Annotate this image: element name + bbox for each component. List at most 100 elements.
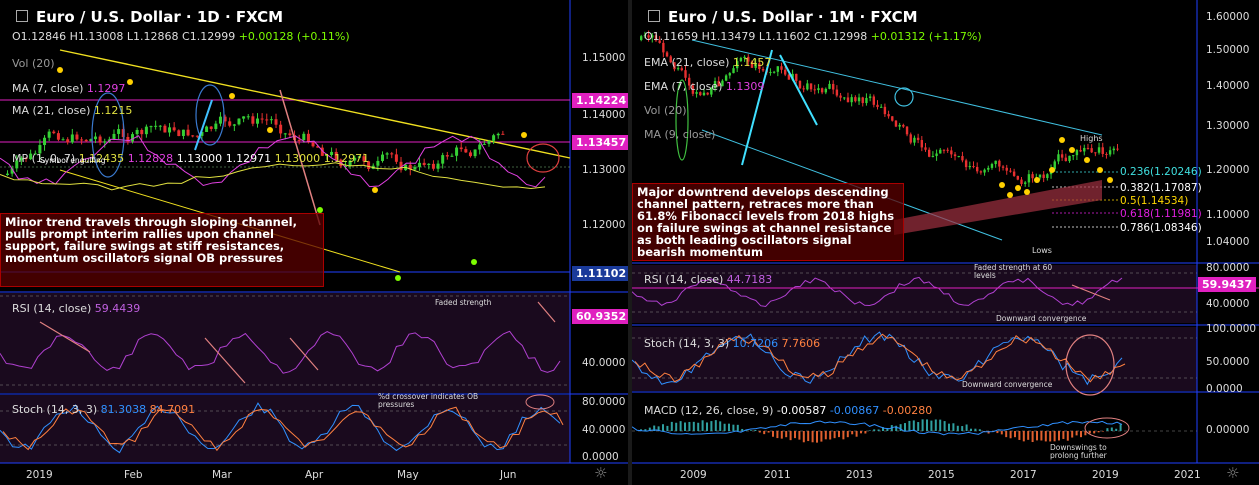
candle-body xyxy=(121,129,125,137)
gear-icon[interactable]: ☼ xyxy=(594,464,608,482)
candle-body xyxy=(1083,147,1086,152)
ma21-indicator[interactable]: MA (21, close) 1.1215 xyxy=(12,104,132,117)
candle-body xyxy=(237,118,241,125)
gear-icon[interactable]: ☼ xyxy=(1226,464,1240,482)
candle-body xyxy=(1027,174,1031,183)
macd-histogram-bar xyxy=(767,431,770,433)
candle-body xyxy=(843,97,846,99)
candle-body xyxy=(673,62,676,70)
candle-body xyxy=(205,126,209,132)
macd-histogram-bar xyxy=(1084,431,1087,436)
candle-body xyxy=(758,63,761,70)
candle-body xyxy=(228,121,232,126)
collapse-icon[interactable] xyxy=(16,9,28,22)
macd-indicator[interactable]: MACD (12, 26, close, 9) -0.00587 -0.0086… xyxy=(644,404,932,417)
macd-histogram-bar xyxy=(996,431,999,434)
candle-body xyxy=(1042,174,1045,178)
stoch-k-value: 10.7206 xyxy=(732,337,779,350)
candle-body xyxy=(680,68,684,71)
stoch-k-value: 81.3038 xyxy=(100,403,147,416)
macd-histogram-bar xyxy=(1097,431,1100,433)
daily-chart-title: Euro / U.S. Dollar · 1D · FXCM xyxy=(16,8,283,26)
macd-line xyxy=(632,420,1123,436)
macd-histogram-bar xyxy=(1106,428,1109,431)
highlight-ellipse xyxy=(91,92,125,178)
candle-body xyxy=(468,152,472,157)
candle-body xyxy=(931,155,935,157)
macd-value: -0.00587 xyxy=(776,404,827,417)
signal-dot xyxy=(267,127,273,133)
candle-body xyxy=(865,97,868,104)
ema21-indicator[interactable]: EMA (21, close) 1.1457 xyxy=(644,56,771,69)
candle-body xyxy=(311,142,315,147)
rsi-line xyxy=(632,276,1123,308)
macd-histogram-bar xyxy=(956,425,959,431)
candle-body xyxy=(972,166,975,168)
candle-body xyxy=(942,149,946,151)
signal-dot xyxy=(229,93,235,99)
daily-chart-panel[interactable]: Euro / U.S. Dollar · 1D · FXCM O1.12846 … xyxy=(0,0,628,485)
macd-histogram-bar xyxy=(846,431,849,438)
rsi-arrow xyxy=(537,301,556,323)
mp-indicator[interactable]: MP (1, 0, 7) 1.12435 1.12828 1.13000 1.1… xyxy=(12,152,369,165)
ma7-indicator[interactable]: MA (7, close) 1.1297 xyxy=(12,82,125,95)
macd-histogram-bar xyxy=(1005,431,1008,438)
mp-value: 1.12971 xyxy=(225,152,272,165)
candle-body xyxy=(957,156,960,158)
collapse-icon[interactable] xyxy=(648,9,660,22)
stoch-indicator[interactable]: Stoch (14, 3, 3) 81.3038 84.7091 xyxy=(12,403,195,416)
price-tag-resistance-2: 1.13457 xyxy=(572,135,628,150)
macd-histogram-bar xyxy=(789,431,792,441)
signal-dot xyxy=(1069,147,1075,153)
rsi-indicator[interactable]: RSI (14, close) 59.4439 xyxy=(12,302,140,315)
candle-body xyxy=(780,66,783,70)
candle-body xyxy=(251,116,255,124)
macd-histogram-bar xyxy=(710,421,713,431)
candle-body xyxy=(422,162,426,165)
macd-histogram-bar xyxy=(692,421,695,431)
volume-indicator-label[interactable]: Vol (20) xyxy=(12,57,55,70)
candle-body xyxy=(52,131,56,134)
candle-body xyxy=(390,153,394,155)
signal-dot xyxy=(1024,189,1030,195)
candle-body xyxy=(353,157,357,161)
monthly-chart-panel[interactable]: Euro / U.S. Dollar · 1M · FXCM O1.11659 … xyxy=(632,0,1259,485)
low-value: L1.11602 xyxy=(758,30,811,43)
daily-commentary-box: Minor trend travels through sloping chan… xyxy=(0,213,324,287)
candle-body xyxy=(38,145,42,154)
ema7-indicator[interactable]: EMA (7, close) 1.1309 xyxy=(644,80,764,93)
rsi-indicator[interactable]: RSI (14, close) 44.7183 xyxy=(644,273,772,286)
candle-body xyxy=(802,88,805,90)
candle-body xyxy=(820,88,824,93)
candle-body xyxy=(186,129,190,136)
time-axis-label: 2017 xyxy=(1010,469,1037,481)
candle-body xyxy=(1053,161,1056,170)
candle-body xyxy=(950,150,953,155)
macd-histogram-bar xyxy=(1027,431,1030,440)
candle-body xyxy=(1116,148,1119,150)
candle-body xyxy=(761,69,765,71)
rsi-label: RSI (14, close) xyxy=(644,273,724,286)
macd-histogram-bar xyxy=(1075,431,1078,436)
candle-body xyxy=(964,160,968,168)
rsi-arrow xyxy=(289,337,319,371)
time-axis-label: Mar xyxy=(212,469,232,481)
ma9-indicator-label[interactable]: MA (9, close) xyxy=(644,128,716,141)
candle-body xyxy=(256,118,259,124)
candle-body xyxy=(887,114,890,117)
stoch-indicator[interactable]: Stoch (14, 3, 3) 10.7206 7.7606 xyxy=(644,337,820,350)
lows-label: Lows xyxy=(1032,246,1052,255)
time-axis-label: Apr xyxy=(305,469,324,481)
rsi-annotation: Faded strength at 60 levels xyxy=(974,263,1053,280)
macd-histogram-bar xyxy=(904,423,906,431)
candle-body xyxy=(713,81,717,89)
candle-body xyxy=(242,116,246,119)
volume-indicator-label[interactable]: Vol (20) xyxy=(644,104,687,117)
candle-body xyxy=(348,160,352,167)
candle-body xyxy=(6,173,9,175)
ma7-value: 1.1297 xyxy=(86,82,126,95)
candle-body xyxy=(320,147,324,156)
macd-histogram-bar xyxy=(802,431,805,443)
rsi-line xyxy=(0,330,561,374)
candle-body xyxy=(441,155,445,164)
